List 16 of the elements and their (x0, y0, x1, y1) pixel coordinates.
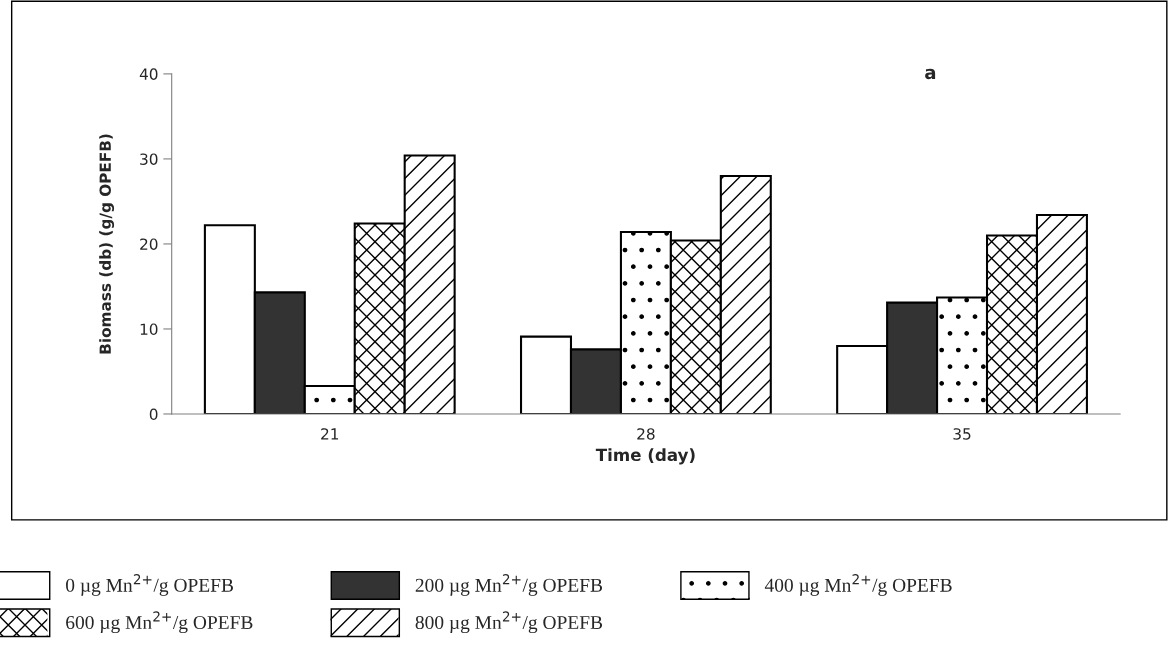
x-axis-title: Time (day) (595, 448, 695, 465)
y-tick-label: 10 (140, 323, 158, 335)
y-tick-label: 20 (140, 238, 158, 250)
chart-title: a (925, 68, 936, 80)
legend-label: 600 µg Mn$^{2+}$/g OPEFB (66, 611, 253, 634)
x-tick-label: 28 (637, 428, 655, 440)
legend-label: 400 µg Mn$^{2+}$/g OPEFB (764, 574, 952, 596)
x-tick-label: 35 (953, 428, 971, 440)
y-axis-title: Biomass (db) (g/g OPEFB) (99, 134, 115, 354)
y-tick-label: 0 (149, 408, 158, 420)
legend-label: 0 µg Mn$^{2+}$/g OPEFB (66, 574, 233, 596)
legend-label: 800 µg Mn$^{2+}$/g OPEFB (415, 611, 603, 634)
y-tick-label: 30 (140, 153, 158, 165)
x-tick-label: 21 (321, 428, 339, 440)
legend-label: 200 µg Mn$^{2+}$/g OPEFB (415, 574, 603, 596)
y-tick-label: 40 (139, 68, 158, 80)
